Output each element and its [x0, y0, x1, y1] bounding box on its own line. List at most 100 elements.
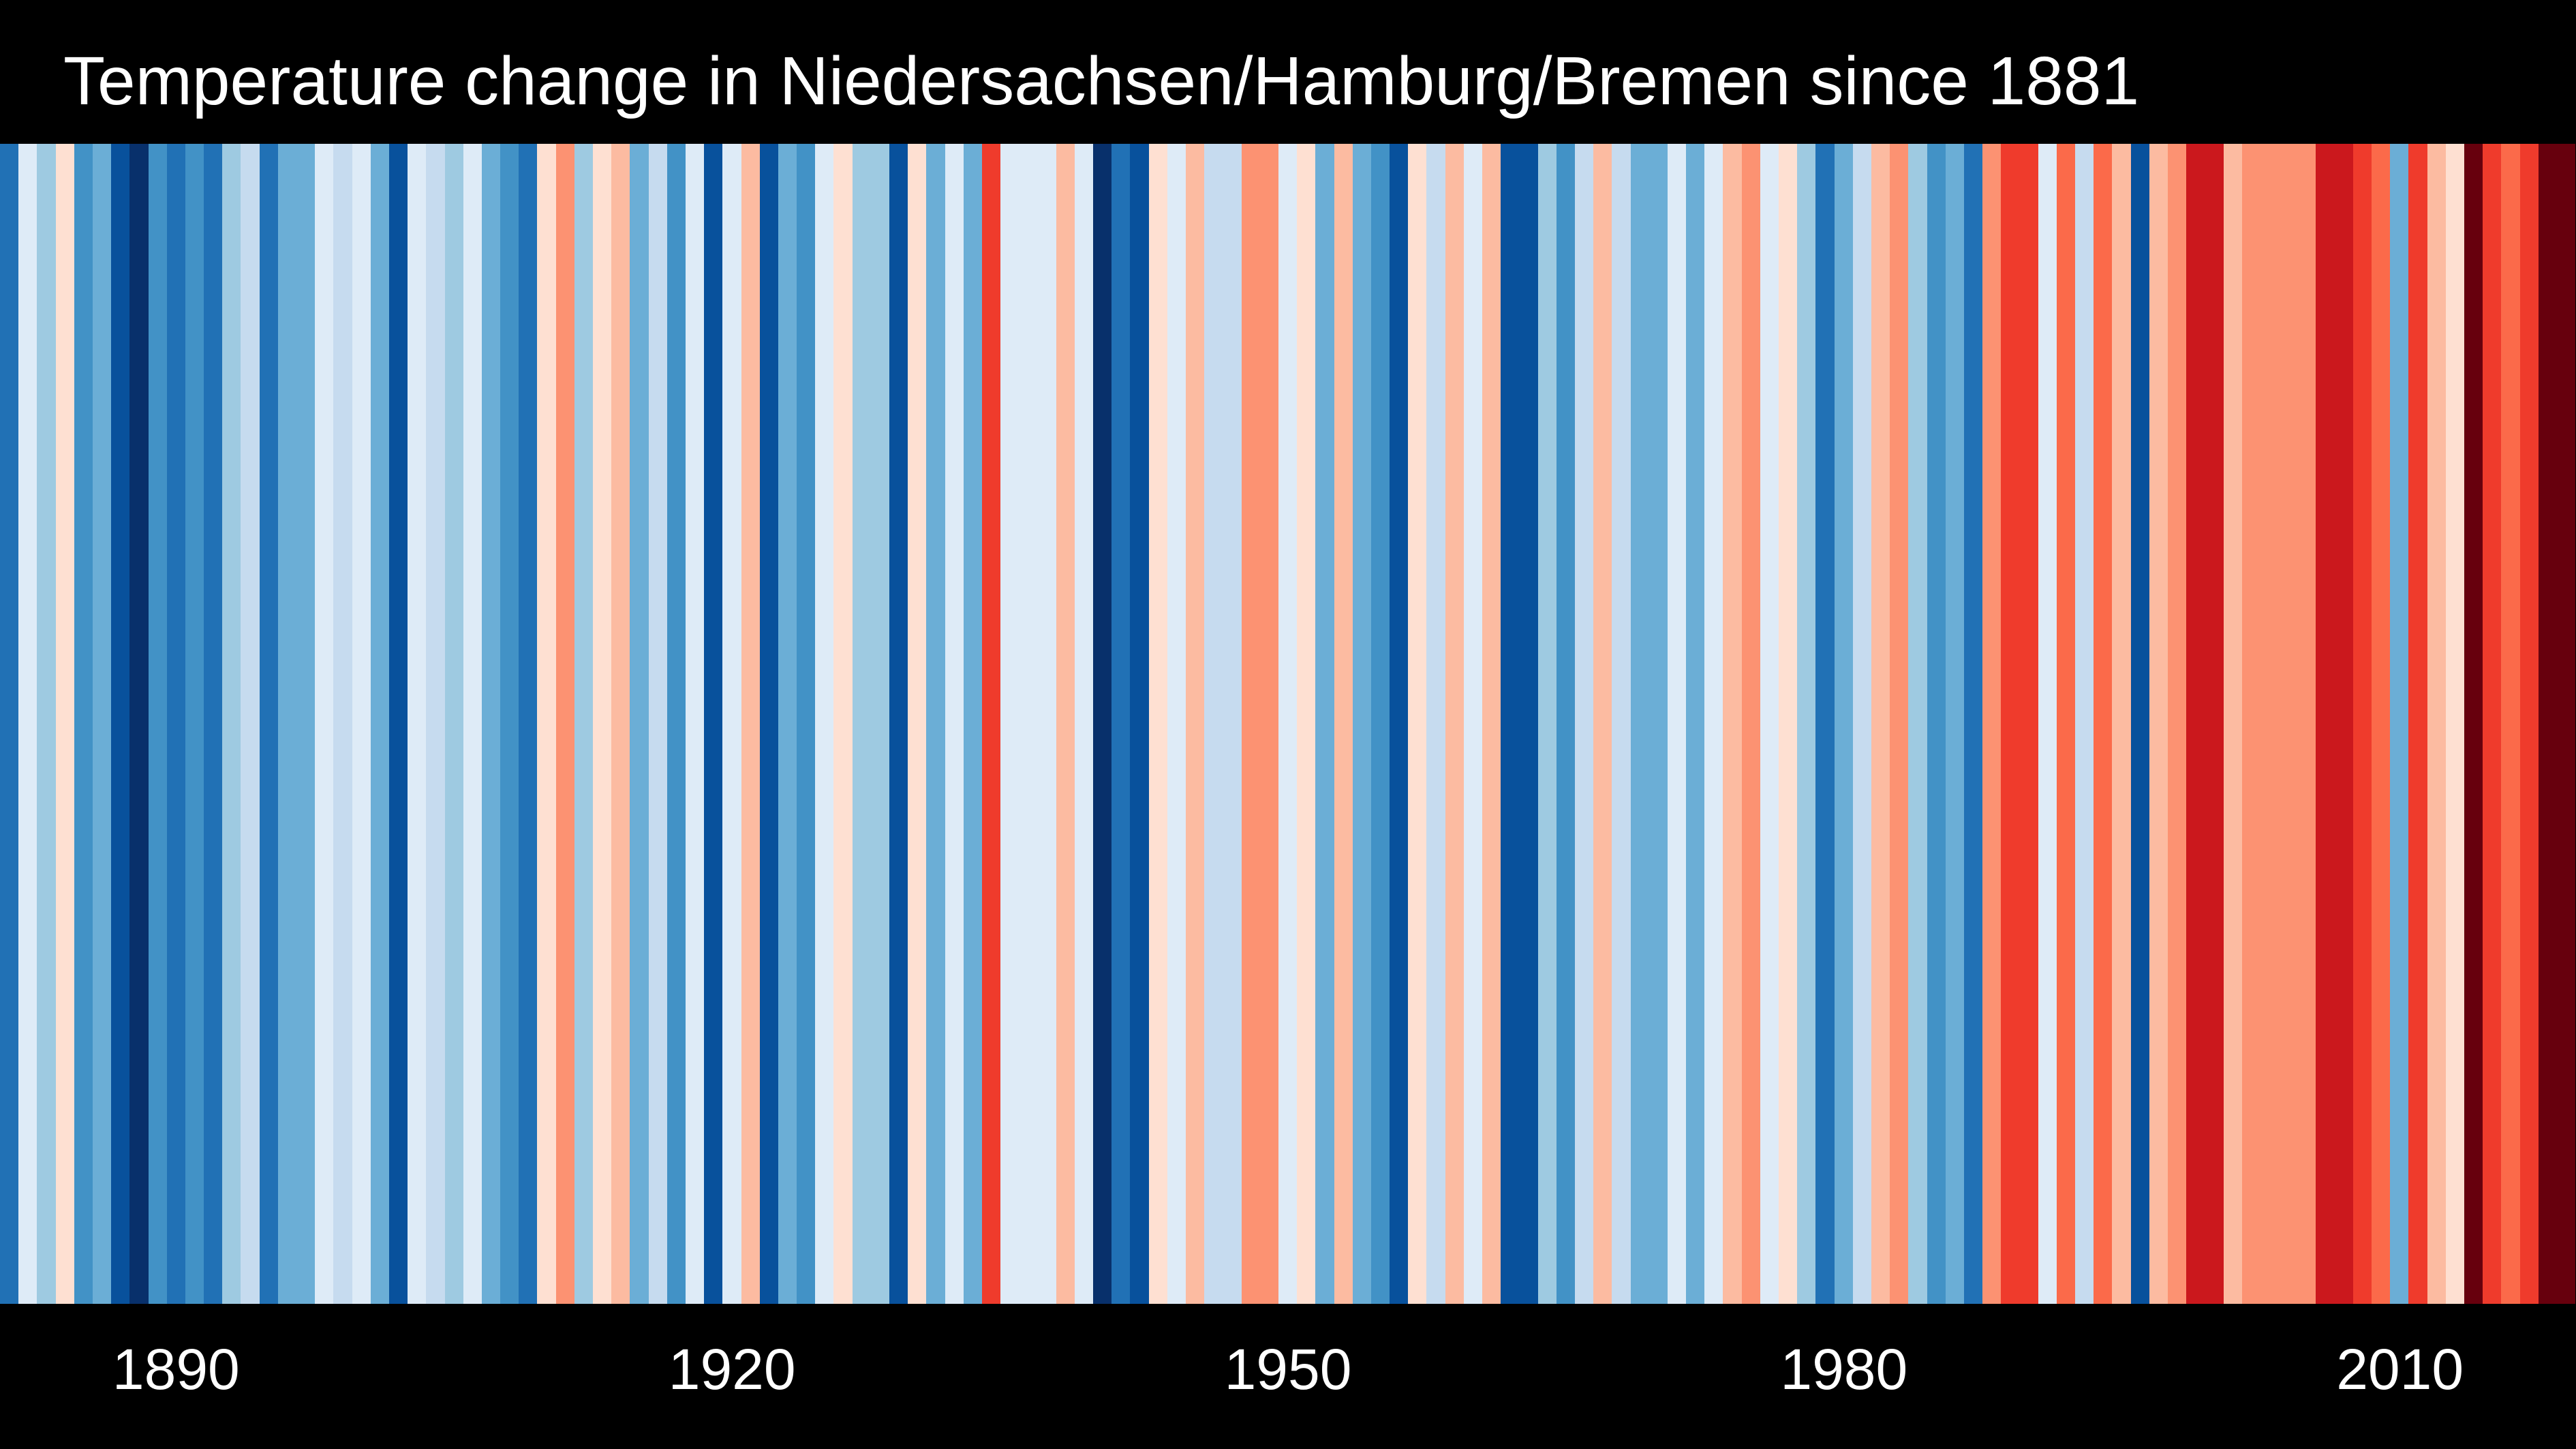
year-stripe-1972 — [1686, 144, 1705, 1304]
year-stripe-1915 — [630, 144, 649, 1304]
year-stripe-1955 — [1370, 144, 1390, 1304]
year-stripe-1943 — [1148, 144, 1167, 1304]
x-axis-label-1980: 1980 — [1780, 1337, 1908, 1401]
year-stripe-1914 — [611, 144, 630, 1304]
year-stripe-2015 — [2483, 144, 2502, 1304]
year-stripe-2016 — [2501, 144, 2520, 1304]
chart-title: Temperature change in Niedersachsen/Hamb… — [63, 43, 2140, 119]
year-stripe-1891 — [185, 144, 204, 1304]
year-stripe-1974 — [1723, 144, 1742, 1304]
year-stripe-1951 — [1297, 144, 1316, 1304]
year-stripe-1886 — [92, 144, 112, 1304]
year-stripe-1960 — [1463, 144, 1482, 1304]
x-axis-label-2010: 2010 — [2336, 1337, 2464, 1401]
year-stripe-1897 — [296, 144, 316, 1304]
year-stripe-1994 — [2094, 144, 2113, 1304]
year-stripe-1920 — [722, 144, 741, 1304]
year-stripe-1931 — [926, 144, 945, 1304]
year-stripe-1909 — [519, 144, 538, 1304]
year-stripe-1963 — [1519, 144, 1538, 1304]
year-stripe-1954 — [1352, 144, 1371, 1304]
year-stripe-1912 — [574, 144, 593, 1304]
year-stripe-1911 — [555, 144, 574, 1304]
year-stripe-2004 — [2279, 144, 2298, 1304]
year-stripe-1952 — [1315, 144, 1334, 1304]
year-stripe-1992 — [2056, 144, 2075, 1304]
year-stripe-2003 — [2260, 144, 2280, 1304]
year-stripe-1977 — [1779, 144, 1798, 1304]
year-stripe-1959 — [1445, 144, 1464, 1304]
year-stripe-1966 — [1574, 144, 1594, 1304]
year-stripe-1922 — [759, 144, 778, 1304]
year-stripe-2002 — [2241, 144, 2260, 1304]
year-stripe-1882 — [18, 144, 37, 1304]
year-stripe-1996 — [2130, 144, 2149, 1304]
year-stripe-1934 — [981, 144, 1001, 1304]
year-stripe-1893 — [222, 144, 241, 1304]
year-stripe-1981 — [1852, 144, 1871, 1304]
year-stripe-1985 — [1927, 144, 1946, 1304]
year-stripe-2012 — [2427, 144, 2446, 1304]
year-stripe-1987 — [1963, 144, 1983, 1304]
year-stripe-1956 — [1390, 144, 1409, 1304]
year-stripe-1935 — [1000, 144, 1019, 1304]
year-stripe-1899 — [333, 144, 352, 1304]
year-stripe-1945 — [1186, 144, 1205, 1304]
year-stripe-1965 — [1556, 144, 1575, 1304]
x-axis-label-1950: 1950 — [1224, 1337, 1352, 1401]
year-stripe-1970 — [1649, 144, 1668, 1304]
year-stripe-1895 — [259, 144, 278, 1304]
year-stripe-1907 — [481, 144, 501, 1304]
year-stripe-1919 — [704, 144, 723, 1304]
year-stripe-1984 — [1908, 144, 1927, 1304]
year-stripe-1986 — [1945, 144, 1964, 1304]
year-stripe-1991 — [2038, 144, 2057, 1304]
year-stripe-1998 — [2167, 144, 2187, 1304]
year-stripe-1946 — [1204, 144, 1223, 1304]
year-stripe-1896 — [277, 144, 296, 1304]
year-stripe-1921 — [741, 144, 760, 1304]
year-stripe-1983 — [1890, 144, 1909, 1304]
year-stripe-1900 — [352, 144, 371, 1304]
year-stripe-1928 — [870, 144, 889, 1304]
year-stripe-1904 — [426, 144, 445, 1304]
year-stripe-1883 — [37, 144, 56, 1304]
year-stripe-1887 — [111, 144, 130, 1304]
x-axis-label-1920: 1920 — [668, 1337, 796, 1401]
year-stripe-2007 — [2334, 144, 2353, 1304]
year-stripe-2006 — [2316, 144, 2335, 1304]
year-stripe-1968 — [1612, 144, 1631, 1304]
year-stripe-2001 — [2223, 144, 2242, 1304]
year-stripe-1910 — [537, 144, 556, 1304]
year-stripe-1999 — [2186, 144, 2205, 1304]
year-stripe-1885 — [74, 144, 93, 1304]
year-stripe-2014 — [2464, 144, 2483, 1304]
year-stripe-2000 — [2205, 144, 2224, 1304]
year-stripe-1924 — [797, 144, 816, 1304]
year-stripe-1979 — [1815, 144, 1835, 1304]
year-stripe-2010 — [2390, 144, 2409, 1304]
year-stripe-1993 — [2075, 144, 2094, 1304]
year-stripe-1982 — [1871, 144, 1890, 1304]
year-stripe-1950 — [1278, 144, 1298, 1304]
year-stripe-1936 — [1019, 144, 1038, 1304]
year-stripe-1894 — [241, 144, 260, 1304]
year-stripe-1948 — [1241, 144, 1260, 1304]
year-stripe-1942 — [1130, 144, 1149, 1304]
year-stripe-1901 — [370, 144, 389, 1304]
year-stripe-1888 — [129, 144, 149, 1304]
year-stripe-1908 — [500, 144, 519, 1304]
year-stripe-2018 — [2538, 144, 2557, 1304]
year-stripe-1884 — [55, 144, 74, 1304]
year-stripe-1971 — [1667, 144, 1687, 1304]
year-stripe-1949 — [1259, 144, 1278, 1304]
year-stripe-1933 — [963, 144, 982, 1304]
year-stripe-1995 — [2112, 144, 2131, 1304]
year-stripe-1941 — [1111, 144, 1131, 1304]
year-stripe-1881 — [0, 144, 19, 1304]
year-stripe-1964 — [1537, 144, 1557, 1304]
year-stripe-2008 — [2352, 144, 2372, 1304]
year-stripe-1890 — [166, 144, 185, 1304]
year-stripe-1953 — [1334, 144, 1353, 1304]
year-stripe-1978 — [1797, 144, 1816, 1304]
